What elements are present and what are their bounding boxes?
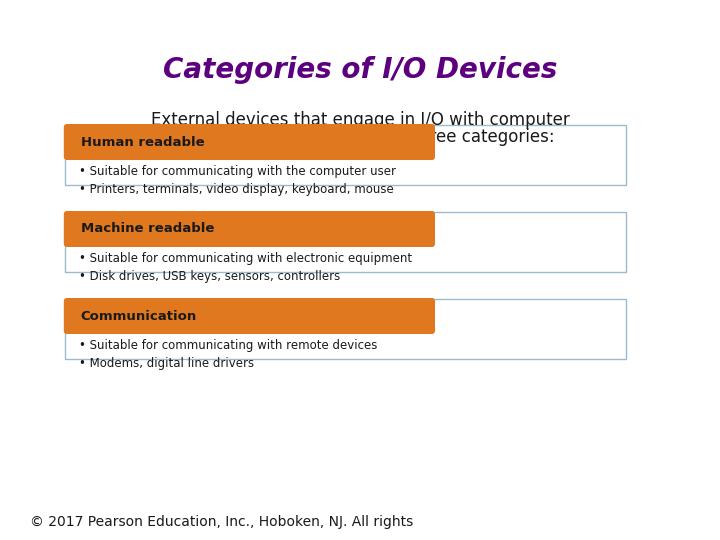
Text: • Suitable for communicating with remote devices: • Suitable for communicating with remote…: [78, 339, 377, 352]
Text: • Printers, terminals, video display, keyboard, mouse: • Printers, terminals, video display, ke…: [78, 183, 394, 196]
Text: Human readable: Human readable: [81, 136, 204, 148]
Text: • Suitable for communicating with electronic equipment: • Suitable for communicating with electr…: [78, 252, 412, 265]
Text: Machine readable: Machine readable: [81, 222, 214, 235]
Text: • Suitable for communicating with the computer user: • Suitable for communicating with the co…: [78, 165, 396, 178]
FancyBboxPatch shape: [64, 298, 435, 334]
FancyBboxPatch shape: [64, 124, 435, 160]
Text: systems can be grouped into three categories:: systems can be grouped into three catego…: [166, 128, 554, 146]
Text: © 2017 Pearson Education, Inc., Hoboken, NJ. All rights: © 2017 Pearson Education, Inc., Hoboken,…: [30, 515, 413, 529]
Text: Categories of I/O Devices: Categories of I/O Devices: [163, 56, 557, 84]
Text: External devices that engage in I/O with computer: External devices that engage in I/O with…: [150, 111, 570, 129]
Text: • Disk drives, USB keys, sensors, controllers: • Disk drives, USB keys, sensors, contro…: [78, 270, 340, 283]
Text: • Modems, digital line drivers: • Modems, digital line drivers: [78, 357, 254, 370]
Text: Communication: Communication: [81, 309, 197, 322]
FancyBboxPatch shape: [64, 211, 435, 247]
